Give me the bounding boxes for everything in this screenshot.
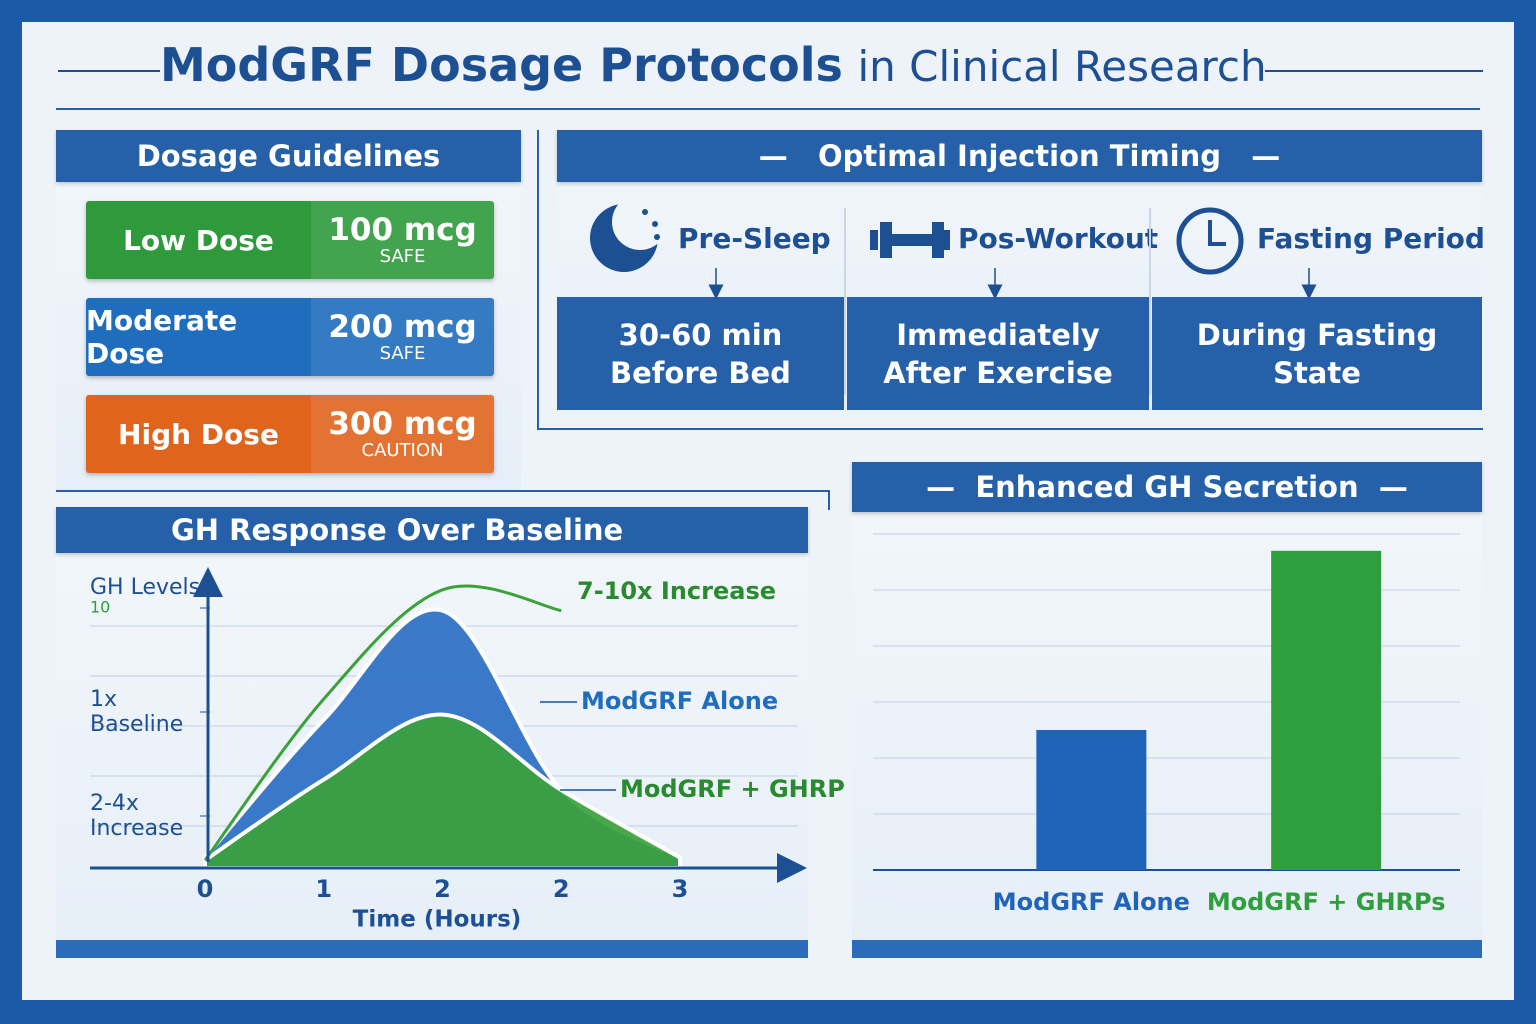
panel-title-text: Enhanced GH Secretion: [975, 470, 1359, 504]
dose-row: Moderate Dose 200 mcg SAFE: [86, 298, 494, 376]
series-label: 7-10x Increase: [577, 577, 776, 605]
frame: [537, 130, 1483, 430]
area: [203, 712, 682, 870]
x-tick-label: ModGRF Alone: [993, 888, 1190, 916]
stripe: [852, 940, 1482, 958]
y-tick-label: 2-4x Increase: [90, 791, 183, 841]
rule: [1265, 70, 1483, 72]
y-tick-label: 1x Baseline: [90, 687, 183, 737]
timing-detail: Immediately After Exercise: [847, 297, 1149, 410]
arrows: [708, 268, 1317, 300]
series-label: ModGRF + GHRP: [620, 775, 845, 803]
bar: [1271, 550, 1382, 870]
dose-label: High Dose: [118, 417, 279, 451]
panel-title-text: Optimal Injection Timing: [817, 139, 1222, 173]
x-tick-label: ModGRF + GHRPs: [1207, 888, 1446, 916]
timing-label: Fasting Period: [1257, 222, 1485, 255]
panel-title: Dosage Guidelines: [56, 130, 521, 182]
y-axis-title: GH Levels: [90, 575, 200, 600]
timing-detail: During Fasting State: [1152, 297, 1482, 410]
rule: [58, 70, 160, 72]
timing-label: Pos-Workout: [958, 222, 1159, 255]
moon-icon: [590, 194, 668, 272]
dose-row: Low Dose 100 mcg SAFE: [86, 201, 494, 279]
panel-title: — Optimal Injection Timing —: [557, 130, 1482, 182]
dose-amount: 100 mcg: [328, 211, 477, 248]
bar: [1036, 730, 1147, 870]
clock-icon: [1176, 207, 1244, 275]
line: [203, 584, 562, 862]
rule: [56, 108, 1480, 110]
timing-detail: 30-60 min Before Bed: [557, 297, 844, 410]
y-tick-label: 10: [90, 598, 110, 617]
x-tick-label: 2: [553, 875, 570, 903]
x-tick-label: 3: [672, 875, 689, 903]
panel-title: — Enhanced GH Secretion —: [852, 462, 1482, 512]
x-tick-label: 0: [197, 875, 214, 903]
dose-row: High Dose 300 mcg CAUTION: [86, 395, 494, 473]
frame: [828, 490, 830, 510]
dose-status: SAFE: [379, 342, 426, 364]
x-axis-title: Time (Hours): [353, 907, 522, 933]
x-tick-label: 2: [434, 875, 451, 903]
frame: [56, 490, 830, 493]
title-sub: in Clinical Research: [857, 42, 1267, 91]
dose-label: Moderate Dose: [86, 304, 238, 370]
dose-amount: 300 mcg: [328, 405, 477, 442]
title-main: ModGRF Dosage Protocols: [160, 38, 843, 92]
title: ModGRF Dosage Protocols in Clinical Rese…: [160, 38, 1267, 92]
panel-title: GH Response Over Baseline: [56, 507, 808, 553]
stripe: [56, 940, 808, 958]
timing-label: Pre-Sleep: [678, 222, 831, 255]
dose-label: Low Dose: [123, 223, 274, 257]
series-label: ModGRF Alone: [581, 687, 778, 715]
x-tick-label: 1: [315, 875, 332, 903]
dose-status: CAUTION: [361, 439, 444, 461]
dose-status: SAFE: [379, 245, 426, 267]
dose-amount: 200 mcg: [328, 308, 477, 345]
dumbbell-icon: [870, 222, 950, 258]
